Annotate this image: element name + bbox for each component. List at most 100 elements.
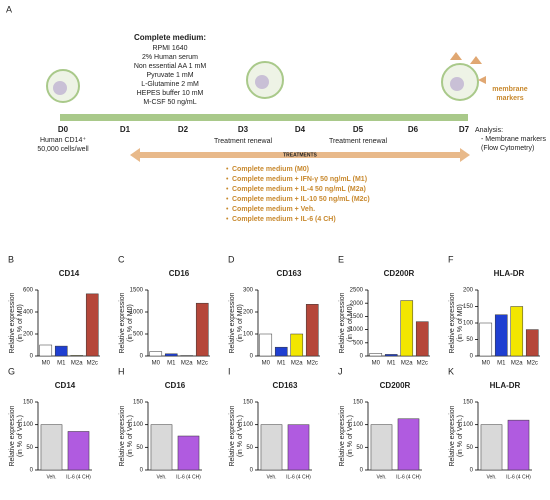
x-tick-label: IL-6 (4 CH): [396, 474, 421, 480]
panel-label: K: [448, 366, 454, 376]
bar: [287, 424, 310, 471]
x-tick-label: M0: [372, 361, 381, 367]
renewal-label: Treatment renewal: [329, 138, 388, 145]
analysis-text: (Flow Cytometry): [481, 145, 534, 152]
medium-title: Complete medium:: [134, 33, 206, 42]
treatment-item: Complete medium + IL-6 (4 CH): [232, 216, 336, 223]
day-label: D0: [58, 125, 69, 134]
x-tick-label: M1: [277, 361, 286, 367]
treatment-item: Complete medium + IL-4 50 ng/mL (M2a): [232, 186, 366, 193]
bar: [479, 322, 493, 357]
y-tick-label: 150: [23, 400, 34, 406]
y-tick-label: 50: [466, 337, 473, 343]
x-tick-label: M2a: [71, 361, 83, 367]
medium-item: Non essential AA 1 mM: [134, 63, 207, 70]
bar: [397, 418, 420, 471]
x-tick-label: Veh.: [156, 474, 166, 480]
x-tick-label: M2c: [87, 361, 98, 367]
y-tick-label: 1000: [350, 327, 364, 333]
cell-nucleus: [255, 75, 269, 89]
x-tick-label: M1: [57, 361, 66, 367]
x-tick-label: Veh.: [486, 474, 496, 480]
x-tick-label: Veh.: [46, 474, 56, 480]
y-axis-label: Relative expression: [229, 405, 236, 466]
bar: [369, 353, 383, 357]
x-tick-label: M2c: [417, 361, 428, 367]
y-tick-label: 0: [140, 468, 144, 474]
timeline: [60, 114, 468, 121]
x-tick-label: M2c: [197, 361, 208, 367]
y-tick-label: 150: [243, 400, 254, 406]
x-tick-label: M0: [42, 361, 51, 367]
x-tick-label: M1: [497, 361, 506, 367]
y-tick-label: 150: [133, 400, 144, 406]
chart-title: CD163: [277, 269, 302, 278]
x-tick-label: M0: [262, 361, 271, 367]
y-tick-label: 100: [23, 422, 34, 428]
y-tick-label: 50: [246, 445, 253, 451]
y-axis-label: Relative expression: [449, 292, 456, 353]
y-tick-label: 0: [140, 354, 144, 360]
y-tick-label: 2500: [350, 288, 364, 294]
treatment-item: Complete medium + Veh.: [232, 206, 315, 213]
medium-item: M-CSF 50 ng/mL: [143, 99, 196, 106]
y-tick-label: 0: [470, 354, 474, 360]
cell-nucleus: [450, 77, 464, 91]
y-tick-label: 100: [463, 422, 474, 428]
start-info: Human CD14⁺: [40, 137, 86, 144]
y-tick-label: 50: [136, 445, 143, 451]
bar: [510, 306, 524, 357]
y-tick-label: 150: [463, 304, 474, 310]
x-tick-label: M2a: [511, 361, 523, 367]
y-tick-label: 0: [250, 354, 254, 360]
chart-title: HLA-DR: [494, 269, 525, 278]
x-tick-label: Veh.: [376, 474, 386, 480]
y-tick-label: 150: [463, 400, 474, 406]
bar: [67, 431, 90, 471]
bar: [54, 345, 68, 357]
bar: [70, 355, 84, 357]
chart-title: CD16: [165, 381, 186, 390]
y-axis-label: (in % of Veh.): [457, 415, 464, 457]
y-tick-label: 100: [243, 422, 254, 428]
chart-title: CD16: [169, 269, 190, 278]
bar: [305, 304, 319, 357]
y-axis-label: (in % of Veh.): [237, 415, 244, 457]
panel-label: J: [338, 366, 343, 376]
y-tick-label: 0: [30, 468, 34, 474]
y-axis-label: (in % of Veh.): [127, 415, 134, 457]
treatment-bullet: •: [226, 216, 229, 223]
panel-label: B: [8, 254, 14, 264]
analysis-text: - Membrane markers: [481, 136, 546, 143]
x-tick-label: M2c: [527, 361, 538, 367]
treatment-bullet: •: [226, 166, 229, 173]
y-tick-label: 300: [243, 288, 254, 294]
y-tick-label: 2000: [350, 301, 364, 307]
y-tick-label: 0: [360, 468, 364, 474]
y-tick-label: 0: [470, 468, 474, 474]
x-tick-label: M0: [152, 361, 161, 367]
bar: [39, 344, 53, 357]
y-tick-label: 200: [243, 310, 254, 316]
day-label: D1: [120, 125, 131, 134]
bar: [507, 419, 530, 471]
cell-nucleus: [53, 81, 67, 95]
chart-title: CD14: [59, 269, 80, 278]
panel-label: F: [448, 254, 454, 264]
y-tick-label: 1500: [350, 314, 364, 320]
y-tick-label: 150: [353, 400, 364, 406]
x-tick-label: M2a: [401, 361, 413, 367]
y-tick-label: 1500: [130, 288, 144, 294]
y-tick-label: 50: [466, 445, 473, 451]
bar: [85, 293, 99, 357]
bar: [260, 424, 283, 471]
medium-item: Pyruvate 1 mM: [146, 72, 193, 79]
bar: [195, 302, 209, 357]
y-tick-label: 600: [23, 288, 34, 294]
y-axis-label: (in % of M0): [237, 304, 244, 342]
y-axis-label: Relative expression: [449, 405, 456, 466]
x-tick-label: M1: [387, 361, 396, 367]
x-tick-label: IL-6 (4 CH): [286, 474, 311, 480]
y-axis-label: (in % of Veh.): [347, 415, 354, 457]
